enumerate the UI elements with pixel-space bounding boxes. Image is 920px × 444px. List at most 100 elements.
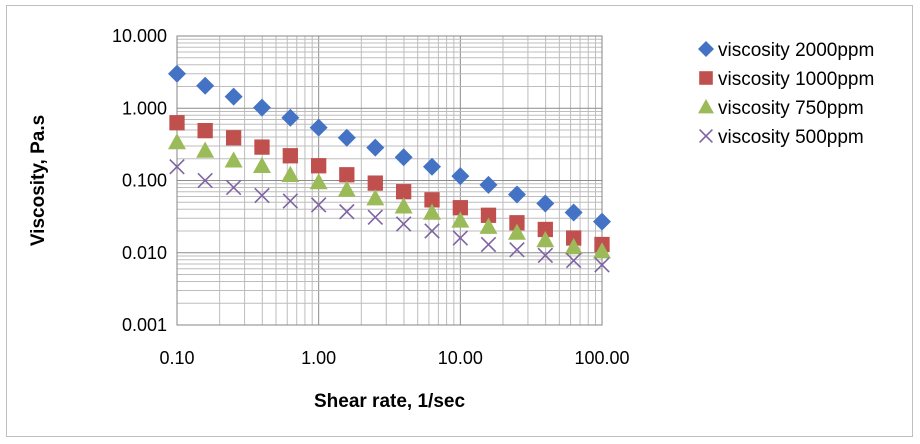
point-viscosity-500ppm [282,193,299,209]
point-viscosity-500ppm [537,247,554,264]
point-viscosity-750ppm [224,151,243,168]
point-viscosity-500ppm [509,241,525,258]
point-viscosity-1000ppm [339,167,355,183]
point-viscosity-1000ppm [509,215,525,231]
point-viscosity-2000ppm [196,76,215,95]
point-viscosity-750ppm [281,165,300,182]
y-tick-label: 0.001 [122,315,167,335]
point-viscosity-750ppm [564,238,583,255]
point-viscosity-750ppm [196,141,215,158]
point-viscosity-500ppm [395,216,412,232]
y-tick-label: 1.000 [122,98,167,118]
y-tick-label: 0.010 [122,243,167,263]
x-tick-labels: 0.10 1.00 10.00 100.00 [159,348,629,368]
x-marker-stroke [395,216,412,232]
point-viscosity-2000ppm [309,118,328,137]
point-viscosity-1000ppm [452,200,468,216]
point-viscosity-750ppm [507,223,526,240]
point-viscosity-2000ppm [507,185,526,204]
legend-marker-viscosity-2000ppm [698,41,714,57]
data-points [168,64,611,273]
x-marker-stroke [310,197,327,213]
y-tick-label: 0.100 [122,171,167,191]
point-viscosity-500ppm [339,203,355,220]
point-viscosity-2000ppm [252,98,271,117]
point-viscosity-2000ppm [394,148,413,167]
point-viscosity-750ppm [252,156,271,173]
x-marker-stroke [367,209,384,226]
point-viscosity-750ppm [423,203,442,220]
point-viscosity-2000ppm [366,138,385,157]
point-viscosity-500ppm [452,230,469,246]
x-marker-stroke [452,230,469,246]
x-tick-label: 0.10 [159,348,194,368]
point-viscosity-1000ppm [282,148,298,164]
point-viscosity-1000ppm [311,158,327,174]
legend: viscosity 2000ppm viscosity 1000ppm viscos… [698,40,874,148]
x-marker-stroke [169,158,185,175]
point-viscosity-1000ppm [566,230,582,246]
point-viscosity-2000ppm [564,203,583,222]
point-viscosity-2000ppm [593,212,611,231]
x-marker-stroke [537,247,554,264]
point-viscosity-750ppm [337,180,356,197]
x-marker-stroke [509,241,525,258]
point-viscosity-2000ppm [168,64,186,83]
point-viscosity-750ppm [536,231,555,248]
x-axis-title: Shear rate, 1/sec [314,391,465,412]
x-marker-stroke [480,236,497,253]
x-tick-label: 10.00 [438,348,483,368]
point-viscosity-500ppm [480,236,497,253]
point-viscosity-500ppm [594,257,610,273]
x-marker-stroke [424,223,440,239]
point-viscosity-500ppm [367,209,384,226]
point-viscosity-1000ppm [197,122,213,139]
point-viscosity-1000ppm [254,139,270,155]
point-viscosity-500ppm [254,187,270,204]
point-viscosity-1000ppm [367,175,383,191]
point-viscosity-1000ppm [537,221,553,238]
point-viscosity-1000ppm [225,130,242,146]
point-viscosity-2000ppm [224,87,243,106]
point-viscosity-2000ppm [337,128,356,147]
x-marker-stroke [254,187,270,204]
legend-label: viscosity 750ppm [718,98,864,119]
legend-label: viscosity 1000ppm [718,69,874,90]
y-tick-labels: 10.000 1.000 0.100 0.010 0.001 [112,26,167,335]
x-marker-stroke [339,203,355,220]
point-viscosity-500ppm [565,252,582,269]
point-viscosity-2000ppm [423,157,442,176]
legend-label: viscosity 500ppm [718,127,864,148]
point-viscosity-750ppm [366,189,385,206]
point-viscosity-2000ppm [281,108,300,127]
point-viscosity-2000ppm [536,194,555,213]
legend-marker-viscosity-750ppm [698,99,714,114]
x-marker-stroke [565,252,582,269]
legend-marker-viscosity-500ppm [699,129,713,143]
x-marker-stroke [594,257,610,273]
point-viscosity-750ppm [593,242,611,259]
y-axis-title: Viscosity, Pa.s [28,115,49,246]
point-viscosity-750ppm [451,211,470,228]
legend-marker-viscosity-1000ppm [699,71,713,85]
point-viscosity-1000ppm [424,192,440,208]
point-viscosity-500ppm [424,223,440,239]
point-viscosity-1000ppm [480,207,497,223]
plot-area [176,35,603,326]
x-marker-stroke [699,129,713,143]
point-viscosity-1000ppm [396,184,412,200]
point-viscosity-500ppm [197,172,213,189]
y-tick-label: 10.000 [112,26,167,46]
point-viscosity-2000ppm [479,175,498,194]
point-viscosity-750ppm [479,217,498,234]
point-viscosity-500ppm [225,179,242,196]
point-viscosity-750ppm [309,173,328,190]
x-marker-stroke [225,179,242,196]
point-viscosity-500ppm [310,197,327,213]
x-tick-label: 100.00 [574,348,629,368]
x-tick-label: 1.00 [301,348,336,368]
point-viscosity-1000ppm [169,115,185,131]
point-viscosity-750ppm [394,197,413,214]
legend-label: viscosity 2000ppm [718,40,874,61]
